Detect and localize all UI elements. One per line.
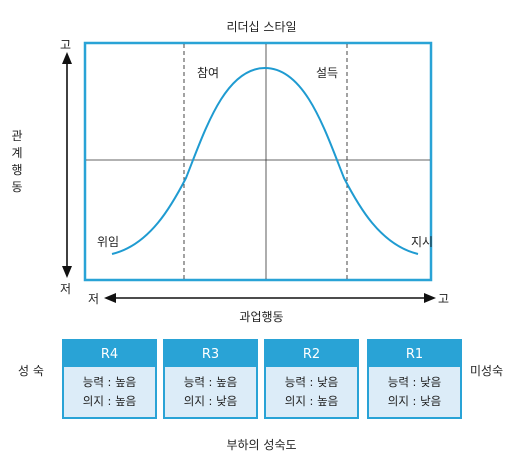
x-axis-high-label: 고 <box>438 292 450 306</box>
level-name: R1 <box>369 341 460 367</box>
level-name: R4 <box>64 341 155 367</box>
leadership-curve <box>111 66 419 255</box>
maturity-low-label: 미성숙 <box>470 364 504 378</box>
level-willingness: 의지 : 낮음 <box>183 394 238 408</box>
maturity-level-r2: R2 능력 : 낮음 의지 : 높음 <box>264 339 359 419</box>
y-axis-low-label: 저 <box>60 282 72 296</box>
level-details: 능력 : 낮음 의지 : 높음 <box>266 367 357 417</box>
level-willingness: 의지 : 낮음 <box>387 394 442 408</box>
level-willingness: 의지 : 높음 <box>284 394 339 408</box>
maturity-level-r1: R1 능력 : 낮음 의지 : 낮음 <box>367 339 462 419</box>
y-axis-title-char: 관 <box>11 129 23 143</box>
style-label-delegating: 위임 <box>97 235 120 249</box>
maturity-caption: 부하의 성숙도 <box>226 438 297 452</box>
level-ability: 능력 : 높음 <box>82 375 137 389</box>
maturity-level-r3: R3 능력 : 높음 의지 : 낮음 <box>163 339 258 419</box>
level-ability: 능력 : 낮음 <box>387 375 442 389</box>
y-axis-title-char: 동 <box>11 180 23 194</box>
y-axis-title-char: 행 <box>11 163 23 177</box>
style-label-selling: 설득 <box>316 66 339 80</box>
y-axis-arrow-down <box>62 266 72 278</box>
x-axis-arrow-left <box>104 293 116 303</box>
x-axis-low-label: 저 <box>88 292 100 306</box>
style-label-telling: 지시 <box>411 235 434 249</box>
level-name: R3 <box>165 341 256 367</box>
level-details: 능력 : 낮음 의지 : 낮음 <box>369 367 460 417</box>
level-willingness: 의지 : 높음 <box>82 394 137 408</box>
x-axis-title: 과업행동 <box>239 310 284 324</box>
maturity-level-r4: R4 능력 : 높음 의지 : 높음 <box>62 339 157 419</box>
y-axis-title: 관 계 행 동 <box>10 128 24 196</box>
style-label-participating: 참여 <box>197 66 220 80</box>
x-axis-arrow-right <box>424 293 436 303</box>
chart-title: 리더십 스타일 <box>226 20 297 34</box>
y-axis-title-char: 계 <box>11 146 23 160</box>
level-ability: 능력 : 낮음 <box>284 375 339 389</box>
y-axis-arrow-up <box>62 52 72 64</box>
level-name: R2 <box>266 341 357 367</box>
maturity-high-label: 성 숙 <box>18 364 44 378</box>
y-axis-high-label: 고 <box>60 38 72 52</box>
level-details: 능력 : 높음 의지 : 낮음 <box>165 367 256 417</box>
level-details: 능력 : 높음 의지 : 높음 <box>64 367 155 417</box>
plot-frame <box>83 41 433 282</box>
leadership-diagram <box>62 41 436 303</box>
level-ability: 능력 : 높음 <box>183 375 238 389</box>
